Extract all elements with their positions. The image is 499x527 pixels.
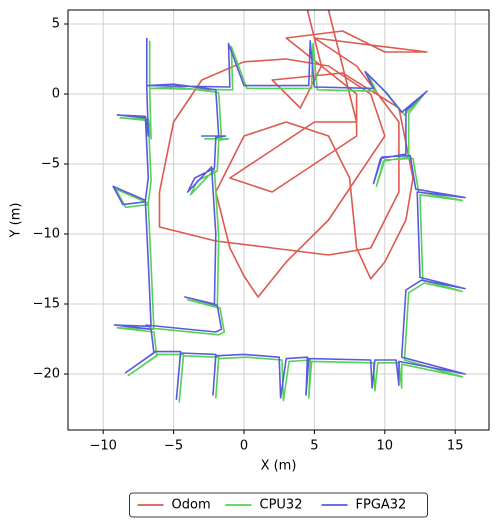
x-tick-label: −5 — [164, 439, 183, 454]
y-tick-label: −20 — [33, 367, 60, 382]
x-tick-label: 15 — [447, 439, 464, 454]
ticks: −10 −5 0 5 10 15 −20 −15 −10 −5 0 5 — [33, 17, 464, 454]
y-tick-label: 0 — [52, 87, 60, 102]
y-axis-label: Y (m) — [9, 203, 24, 239]
x-tick-label: −10 — [89, 439, 116, 454]
x-tick-label: 0 — [240, 439, 248, 454]
y-tick-label: −10 — [33, 227, 60, 242]
legend-box — [129, 492, 428, 518]
legend: Odom CPU32 FPGA32 — [129, 492, 428, 518]
y-tick-label: 5 — [52, 17, 60, 32]
legend-label: Odom — [172, 498, 211, 513]
legend-label: FPGA32 — [356, 498, 407, 513]
x-tick-label: 10 — [377, 439, 394, 454]
plot-area — [112, 10, 466, 403]
y-tick-label: −5 — [41, 157, 60, 172]
y-tick-label: −15 — [33, 297, 60, 312]
legend-label: CPU32 — [260, 498, 303, 513]
trajectory-line — [115, 40, 463, 403]
plot-frame — [67, 9, 490, 431]
trajectory-line — [112, 38, 466, 400]
x-axis-label: X (m) — [261, 459, 297, 474]
x-tick-label: 5 — [310, 439, 318, 454]
trajectory-line — [158, 10, 428, 298]
